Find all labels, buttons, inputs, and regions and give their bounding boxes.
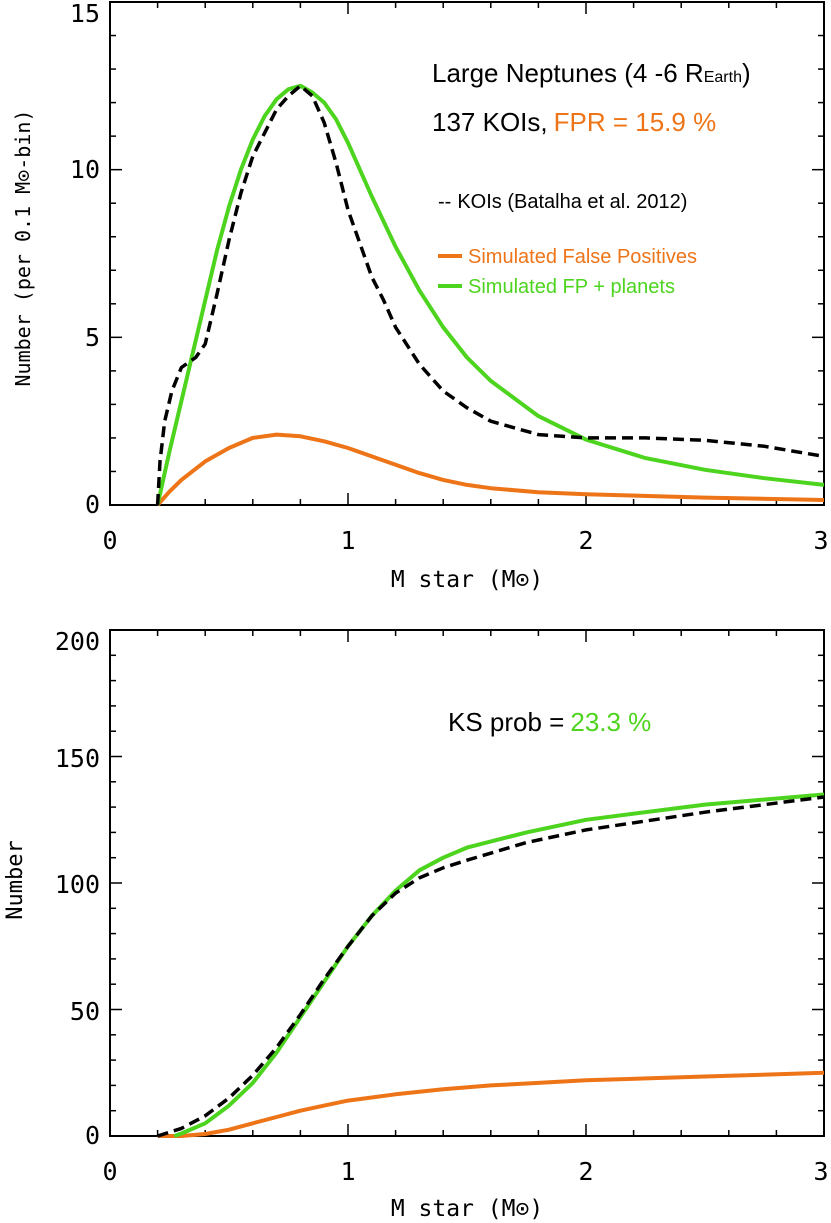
- bottom-kois-line: [157, 795, 825, 1138]
- top-y-tick-label: 5: [85, 323, 100, 352]
- ks-prob-value: 23.3 %: [570, 707, 651, 737]
- legend-item-kois: -- KOIs (Batalha et al. 2012): [438, 191, 687, 213]
- bottom-x-axis-title: M star (M⊙): [391, 1196, 543, 1222]
- fpr-value: FPR = 15.9 %: [554, 107, 717, 137]
- bottom-y-tick-label: 200: [55, 627, 100, 656]
- top-x-tick-labels: 0 1 2 3: [102, 526, 828, 555]
- bottom-y-tick-labels: 0 50 100 150 200: [55, 627, 100, 1150]
- bottom-x-tick-label: 3: [813, 1157, 828, 1186]
- top-panel: 0 1 2 3 0 5 10 15 M star (M⊙) Number (pe…: [11, 0, 829, 593]
- bottom-plot-area: [157, 792, 825, 1138]
- top-x-tick-label: 1: [340, 526, 355, 555]
- top-summary-line: 137 KOIs, FPR = 15.9 %: [432, 107, 716, 137]
- bottom-y-tick-label: 100: [55, 870, 100, 899]
- top-x-axis-title: M star (M⊙): [391, 567, 543, 593]
- bottom-x-tick-label: 0: [102, 1157, 117, 1186]
- bottom-axis-ticks: [109, 629, 825, 1137]
- bottom-plot-frame: [109, 629, 825, 1137]
- top-panel-title: Large Neptunes (4 -6 REarth): [432, 58, 751, 88]
- top-false-positives-line: [156, 432, 825, 507]
- bottom-panel: 0 1 2 3 0 50 100 150 200 M star (M⊙) Num…: [3, 627, 829, 1222]
- top-y-tick-label: 10: [70, 155, 100, 184]
- bottom-y-axis-title: Number: [3, 840, 28, 919]
- top-x-tick-label: 2: [578, 526, 593, 555]
- top-plot-frame: [109, 1, 825, 506]
- ks-prob-annotation: KS prob = 23.3 %: [448, 707, 651, 737]
- top-axis-ticks: [109, 1, 825, 506]
- legend-item-fp-planets: Simulated FP + planets: [468, 276, 675, 298]
- bottom-x-tick-label: 1: [340, 1157, 355, 1186]
- bottom-y-tick-label: 0: [85, 1121, 100, 1150]
- bottom-x-tick-label: 2: [578, 1157, 593, 1186]
- top-plot-area: [155, 83, 825, 507]
- top-x-tick-label: 3: [813, 526, 828, 555]
- legend-item-false-positives: Simulated False Positives: [468, 246, 697, 268]
- bottom-false-positives-line: [157, 1070, 825, 1138]
- top-fp-planets-line: [155, 83, 825, 506]
- top-y-tick-label: 15: [70, 0, 100, 28]
- bottom-y-tick-label: 50: [70, 997, 100, 1026]
- top-x-tick-label: 0: [102, 526, 117, 555]
- top-y-tick-label: 0: [85, 490, 100, 519]
- bottom-y-tick-label: 150: [55, 744, 100, 773]
- top-kois-line: [155, 84, 825, 506]
- top-y-axis-title: Number (per 0.1 M⊙-bin): [11, 110, 35, 387]
- top-y-tick-labels: 0 5 10 15: [70, 0, 100, 519]
- bottom-x-tick-labels: 0 1 2 3: [102, 1157, 828, 1186]
- legend: -- KOIs (Batalha et al. 2012) Simulated F…: [438, 191, 697, 298]
